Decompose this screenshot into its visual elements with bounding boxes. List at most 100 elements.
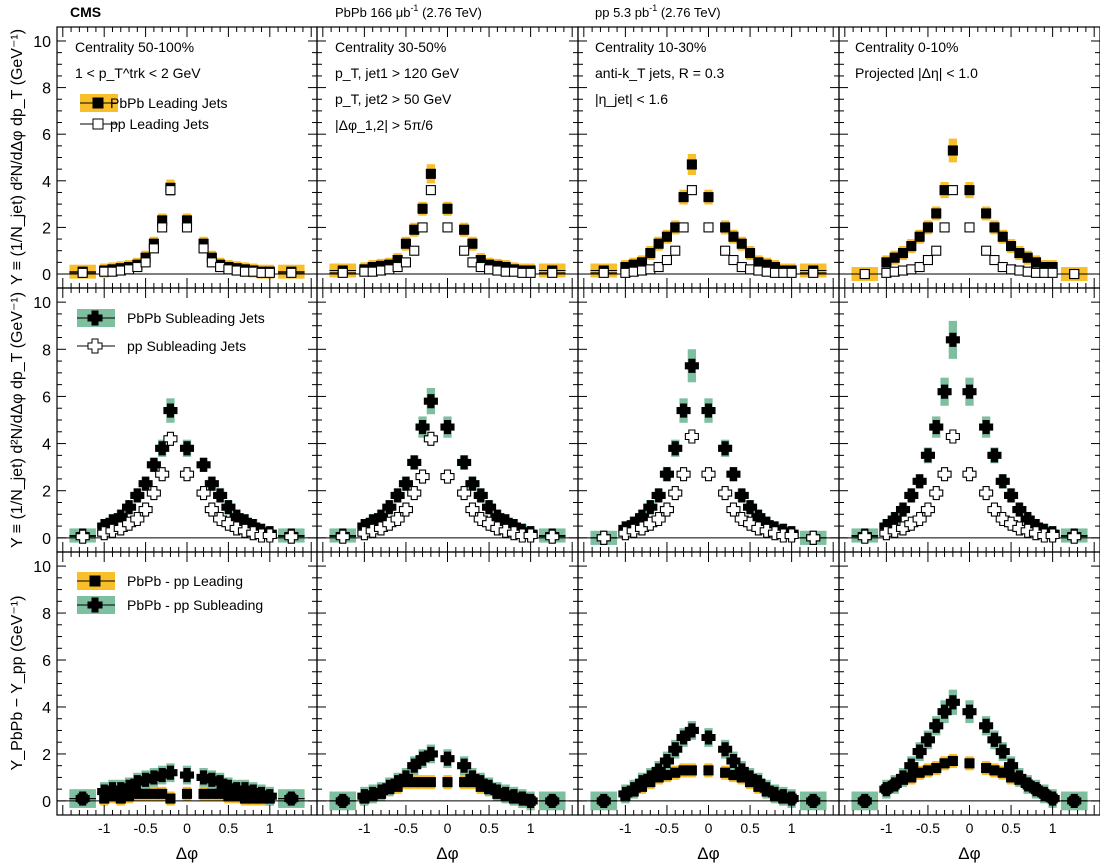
open-square-marker [157,222,168,233]
open-square-marker [148,243,159,254]
open-cross-marker [784,528,799,543]
open-cross-marker [1067,529,1082,544]
filled-cross-marker [407,455,422,470]
y-axis-title-row2: Y_PbPb − Y_pp (GeV⁻¹) [9,596,26,771]
open-square-marker [686,185,697,196]
filled-cross-marker [155,441,170,456]
open-square-marker [947,185,958,196]
filled-cross-marker [937,704,952,719]
filled-cross-marker [382,500,397,515]
filled-cross-marker [398,770,413,785]
x-tick-label: 0.5 [740,820,760,836]
filled-square-marker [198,788,209,799]
y-tick-label: 10 [33,295,51,312]
filled-square-marker [686,159,697,170]
open-square-marker [77,267,88,278]
open-square-marker [703,222,714,233]
filled-cross-marker [979,718,994,733]
open-cross-marker [415,469,430,484]
filled-cross-marker [1004,488,1019,503]
filled-square-marker [964,185,975,196]
filled-square-marker [881,257,892,268]
panel-r2-c2: -1 -0.5 0 0.5 1 Δφ [577,551,840,863]
filled-cross-marker [146,457,161,472]
open-square-marker [628,266,639,277]
open-square-marker [1022,266,1033,277]
open-square-marker [939,222,950,233]
open-square-marker [492,265,503,276]
open-square-marker [231,265,242,276]
open-cross-marker [440,469,455,484]
open-cross-marker [1020,523,1035,538]
y-tick-label: 10 [33,559,51,576]
filled-cross-marker [734,488,749,503]
open-cross-marker [751,521,766,536]
open-square-marker [889,266,900,277]
open-square-marker [981,245,992,256]
open-square-marker [745,264,756,275]
open-cross-marker [465,502,480,517]
x-tick-label: 0 [444,820,452,836]
open-cross-marker [262,528,277,543]
legend-label-row1-0: PbPb Subleading Jets [127,310,265,326]
y-tick-label: 10 [33,34,51,51]
y-tick-label: 6 [42,653,51,670]
x-tick-label: 0.5 [1001,820,1021,836]
open-cross-marker [335,529,350,544]
legend-label-row0-1: pp Leading Jets [110,116,209,132]
filled-cross-marker [857,793,872,808]
open-square-marker [165,185,176,196]
open-square-marker [761,266,772,277]
filled-square-marker [417,777,428,788]
filled-square-marker [442,777,453,788]
open-square-marker [248,266,259,277]
open-square-marker [484,264,495,275]
legend-square-marker [92,97,104,109]
filled-cross-marker [1067,793,1082,808]
open-square-marker [256,267,267,278]
filled-cross-marker [75,791,90,806]
open-square-marker [786,267,797,278]
open-square-marker [206,257,217,268]
filled-cross-marker [945,695,960,710]
filled-cross-marker [887,777,902,792]
filled-square-marker [997,231,1008,242]
legend-label-row2-0: PbPb - pp Leading [127,573,243,589]
filled-square-marker [148,788,159,799]
filled-cross-marker [929,718,944,733]
filled-square-marker [922,765,933,776]
filled-cross-marker [912,474,927,489]
open-cross-marker [920,502,935,517]
pbpb-lumi-text: PbPb 166 μb [335,5,410,20]
filled-cross-marker [506,789,522,804]
filled-cross-marker [121,500,137,515]
open-cross-marker [498,523,513,538]
filled-cross-marker [659,467,674,482]
y-axis-title-row0: Y ≡ (1/N_jet) d²N/dΔφ dp_T (GeV⁻¹) [9,29,26,285]
y-tick-label: 2 [42,484,51,501]
filled-cross-marker [138,476,153,491]
filled-square-marker [939,185,950,196]
open-cross-marker [196,486,211,501]
filled-cross-marker [213,488,228,503]
open-square-marker [508,266,520,277]
open-square-marker [115,265,126,276]
open-square-marker [107,266,118,277]
legend-cross-marker [87,310,103,326]
open-cross-marker [726,502,741,517]
open-square-marker [914,261,925,273]
x-axis-title: Δφ [958,844,980,863]
filled-cross-marker [179,441,195,456]
y-axis-title-row1: Y ≡ (1/N_jet) d²N/dΔφ dp_T (GeV⁻¹) [9,292,26,548]
y-tick-label: 0 [42,531,51,548]
open-cross-marker [987,502,1002,517]
filled-square-marker [425,168,436,179]
filled-square-marker [931,208,942,219]
annotation-col1-0: Centrality 30-50% [335,39,446,55]
filled-square-marker [989,222,1000,233]
filled-square-marker [467,238,478,249]
open-cross-marker [130,511,145,527]
open-square-marker [264,267,275,278]
filled-cross-marker [718,441,733,456]
